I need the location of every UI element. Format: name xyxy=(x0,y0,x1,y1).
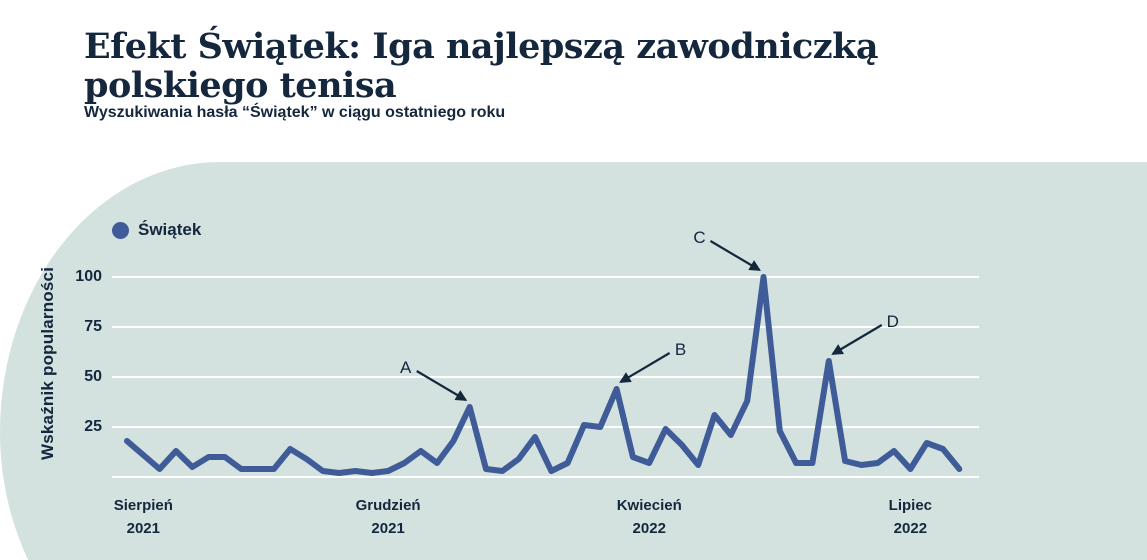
page-title-line1: Efekt Świątek: Iga najlepszą zawodniczką xyxy=(84,26,879,68)
annotations: A B C D xyxy=(400,228,899,401)
x-tick-label-lipiec: Lipiec 2022 xyxy=(845,494,975,540)
y-tick-label-25: 25 xyxy=(84,418,102,435)
x-tick-year: 2021 xyxy=(126,520,160,537)
legend-dot-swatch xyxy=(112,221,129,239)
page-subtitle: Wyszukiwania hasła “Świątek” w ciągu ost… xyxy=(84,104,506,121)
gridlines xyxy=(112,276,979,478)
annotation-arrow-a xyxy=(416,370,468,401)
series-lines xyxy=(124,274,963,476)
x-tick-month: Grudzień xyxy=(355,497,421,514)
x-tick-month: Kwiecień xyxy=(616,497,682,514)
page-title-line2: polskiego tenisa xyxy=(84,65,397,107)
chart-panel xyxy=(0,162,1147,560)
x-tick-label-kwiecień: Kwiecień 2022 xyxy=(584,494,714,540)
y-tick-label-50: 50 xyxy=(84,368,102,385)
annotation-arrow-c xyxy=(709,240,761,271)
annotation-letter-a: A xyxy=(400,358,412,377)
legend: Świątek xyxy=(112,220,201,240)
annotation-arrow-b xyxy=(619,352,671,383)
annotation-letter-b: B xyxy=(675,340,686,359)
annotation-arrow-d xyxy=(831,324,883,355)
x-tick-year: 2022 xyxy=(893,520,928,537)
y-tick-label-75: 75 xyxy=(84,318,102,335)
trend-line-świątek xyxy=(124,274,963,476)
x-tick-label-grudzień: Grudzień 2021 xyxy=(323,494,453,540)
x-tick-label-sierpień: Sierpień 2021 xyxy=(78,494,208,540)
legend-label: Świątek xyxy=(138,220,202,239)
y-tick-label-100: 100 xyxy=(75,268,102,285)
annotation-letter-d: D xyxy=(887,312,899,331)
x-tick-month: Lipiec xyxy=(888,497,933,514)
x-tick-year: 2021 xyxy=(371,520,405,537)
x-tick-month: Sierpień xyxy=(113,497,173,514)
page-title: Efekt Świątek: Iga najlepszą zawodniczką… xyxy=(84,26,879,107)
annotation-letter-c: C xyxy=(693,228,705,247)
x-tick-year: 2022 xyxy=(632,520,666,537)
